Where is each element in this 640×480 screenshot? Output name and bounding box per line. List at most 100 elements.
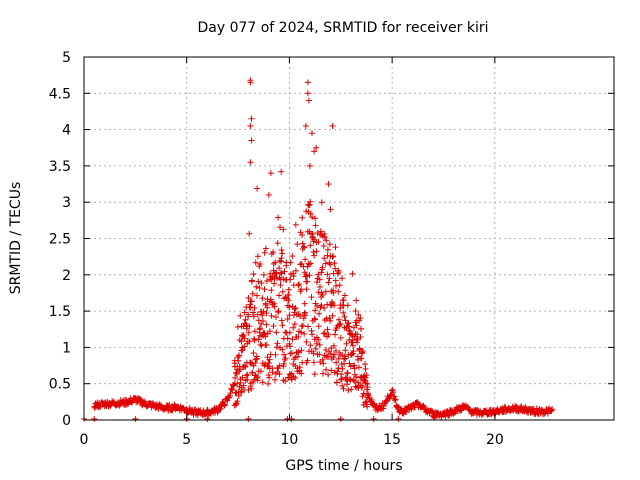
data-point	[299, 214, 306, 221]
data-point	[370, 415, 377, 422]
data-point	[277, 269, 284, 276]
y-tick-label: 1	[62, 340, 71, 356]
data-point	[250, 350, 257, 357]
data-point	[331, 351, 338, 358]
data-point	[241, 309, 248, 316]
data-point	[313, 248, 320, 255]
data-point	[247, 122, 254, 129]
data-point	[246, 230, 253, 237]
data-point	[301, 330, 308, 337]
data-point	[284, 316, 291, 323]
data-point	[279, 322, 286, 329]
data-point	[362, 361, 369, 368]
data-point	[329, 122, 336, 129]
data-point	[335, 365, 342, 372]
data-point	[237, 389, 244, 396]
data-point	[316, 310, 323, 317]
data-point	[254, 355, 261, 362]
data-point	[325, 279, 332, 286]
data-point	[338, 371, 345, 378]
data-point	[395, 415, 402, 422]
data-point	[291, 321, 298, 328]
data-point	[340, 297, 347, 304]
data-point	[246, 323, 253, 330]
data-point	[273, 270, 280, 277]
data-point	[315, 289, 322, 296]
data-point	[318, 302, 325, 309]
data-point	[311, 148, 318, 155]
x-tick-label: 10	[281, 432, 299, 448]
data-point	[312, 345, 319, 352]
data-point	[304, 357, 311, 364]
data-point	[245, 387, 252, 394]
data-point	[332, 244, 339, 251]
data-point	[269, 369, 276, 376]
data-point	[357, 315, 364, 322]
data-point	[331, 331, 338, 338]
data-point	[332, 277, 339, 284]
data-point	[259, 312, 266, 319]
data-point	[298, 347, 305, 354]
data-point	[274, 240, 281, 247]
data-point	[321, 330, 328, 337]
data-point	[228, 385, 235, 392]
data-point	[330, 253, 337, 260]
data-point	[313, 302, 320, 309]
data-point	[286, 340, 293, 347]
data-point	[132, 415, 139, 422]
data-point	[299, 232, 306, 239]
data-point	[346, 376, 353, 383]
data-point	[249, 369, 256, 376]
data-point	[255, 278, 262, 285]
data-point	[254, 311, 261, 318]
y-tick-label: 2	[62, 268, 71, 284]
data-point	[344, 369, 351, 376]
data-point	[281, 268, 288, 275]
data-point	[245, 415, 252, 422]
data-point	[356, 345, 363, 352]
data-point	[282, 378, 289, 385]
y-tick-label: 0	[62, 413, 71, 429]
data-point	[265, 371, 272, 378]
data-point	[323, 366, 330, 373]
data-point	[262, 245, 269, 252]
data-point	[344, 302, 351, 309]
data-point	[411, 404, 418, 411]
data-point	[232, 374, 239, 381]
data-point	[335, 269, 342, 276]
data-point	[259, 295, 266, 302]
data-point	[354, 353, 361, 360]
data-point	[355, 379, 362, 386]
data-point	[356, 317, 363, 324]
data-point	[234, 323, 241, 330]
data-point	[337, 415, 344, 422]
data-point	[290, 373, 297, 380]
data-point	[339, 382, 346, 389]
data-point	[334, 270, 341, 277]
data-point	[220, 401, 227, 408]
data-point	[311, 252, 318, 259]
data-point	[285, 297, 292, 304]
data-point	[253, 292, 260, 299]
data-point	[330, 342, 337, 349]
data-point	[325, 331, 332, 338]
data-points	[81, 77, 556, 422]
data-point	[264, 304, 271, 311]
data-point	[260, 318, 267, 325]
data-point	[294, 241, 301, 248]
data-point	[343, 340, 350, 347]
data-point	[292, 267, 299, 274]
data-point	[303, 286, 310, 293]
data-point	[280, 226, 287, 233]
data-point	[278, 246, 285, 253]
data-point	[276, 265, 283, 272]
data-point	[248, 137, 255, 144]
data-point	[279, 250, 286, 257]
x-axis-label: GPS time / hours	[285, 458, 402, 474]
data-point	[310, 350, 317, 357]
data-point	[268, 312, 275, 319]
data-point	[307, 342, 314, 349]
data-point	[257, 261, 264, 268]
data-point	[319, 370, 326, 377]
data-point	[298, 329, 305, 336]
